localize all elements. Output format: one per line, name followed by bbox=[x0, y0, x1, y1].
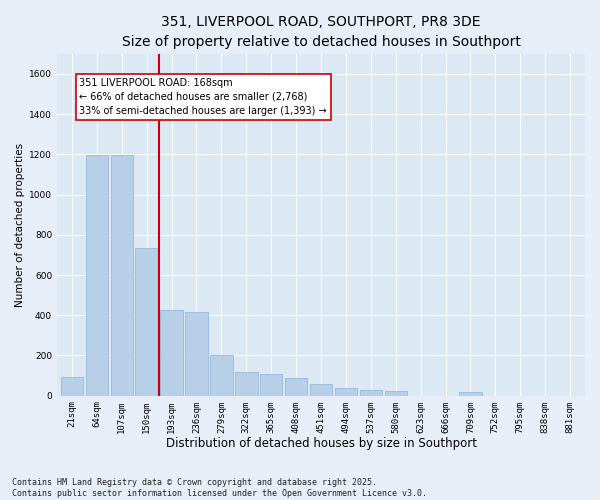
Bar bbox=[385, 390, 407, 396]
Bar bbox=[310, 384, 332, 396]
Bar bbox=[61, 376, 83, 396]
Bar bbox=[160, 310, 183, 396]
Y-axis label: Number of detached properties: Number of detached properties bbox=[15, 142, 25, 307]
Text: Contains HM Land Registry data © Crown copyright and database right 2025.
Contai: Contains HM Land Registry data © Crown c… bbox=[12, 478, 427, 498]
Bar bbox=[260, 374, 283, 396]
Bar bbox=[285, 378, 307, 396]
Bar bbox=[335, 388, 357, 396]
Bar bbox=[210, 356, 233, 396]
Text: 351 LIVERPOOL ROAD: 168sqm
← 66% of detached houses are smaller (2,768)
33% of s: 351 LIVERPOOL ROAD: 168sqm ← 66% of deta… bbox=[79, 78, 327, 116]
Bar bbox=[459, 392, 482, 396]
Bar bbox=[235, 372, 257, 396]
Bar bbox=[136, 248, 158, 396]
Bar bbox=[86, 156, 108, 396]
Bar bbox=[185, 312, 208, 396]
Title: 351, LIVERPOOL ROAD, SOUTHPORT, PR8 3DE
Size of property relative to detached ho: 351, LIVERPOOL ROAD, SOUTHPORT, PR8 3DE … bbox=[122, 15, 520, 48]
Bar bbox=[359, 390, 382, 396]
Bar bbox=[110, 156, 133, 396]
X-axis label: Distribution of detached houses by size in Southport: Distribution of detached houses by size … bbox=[166, 437, 476, 450]
